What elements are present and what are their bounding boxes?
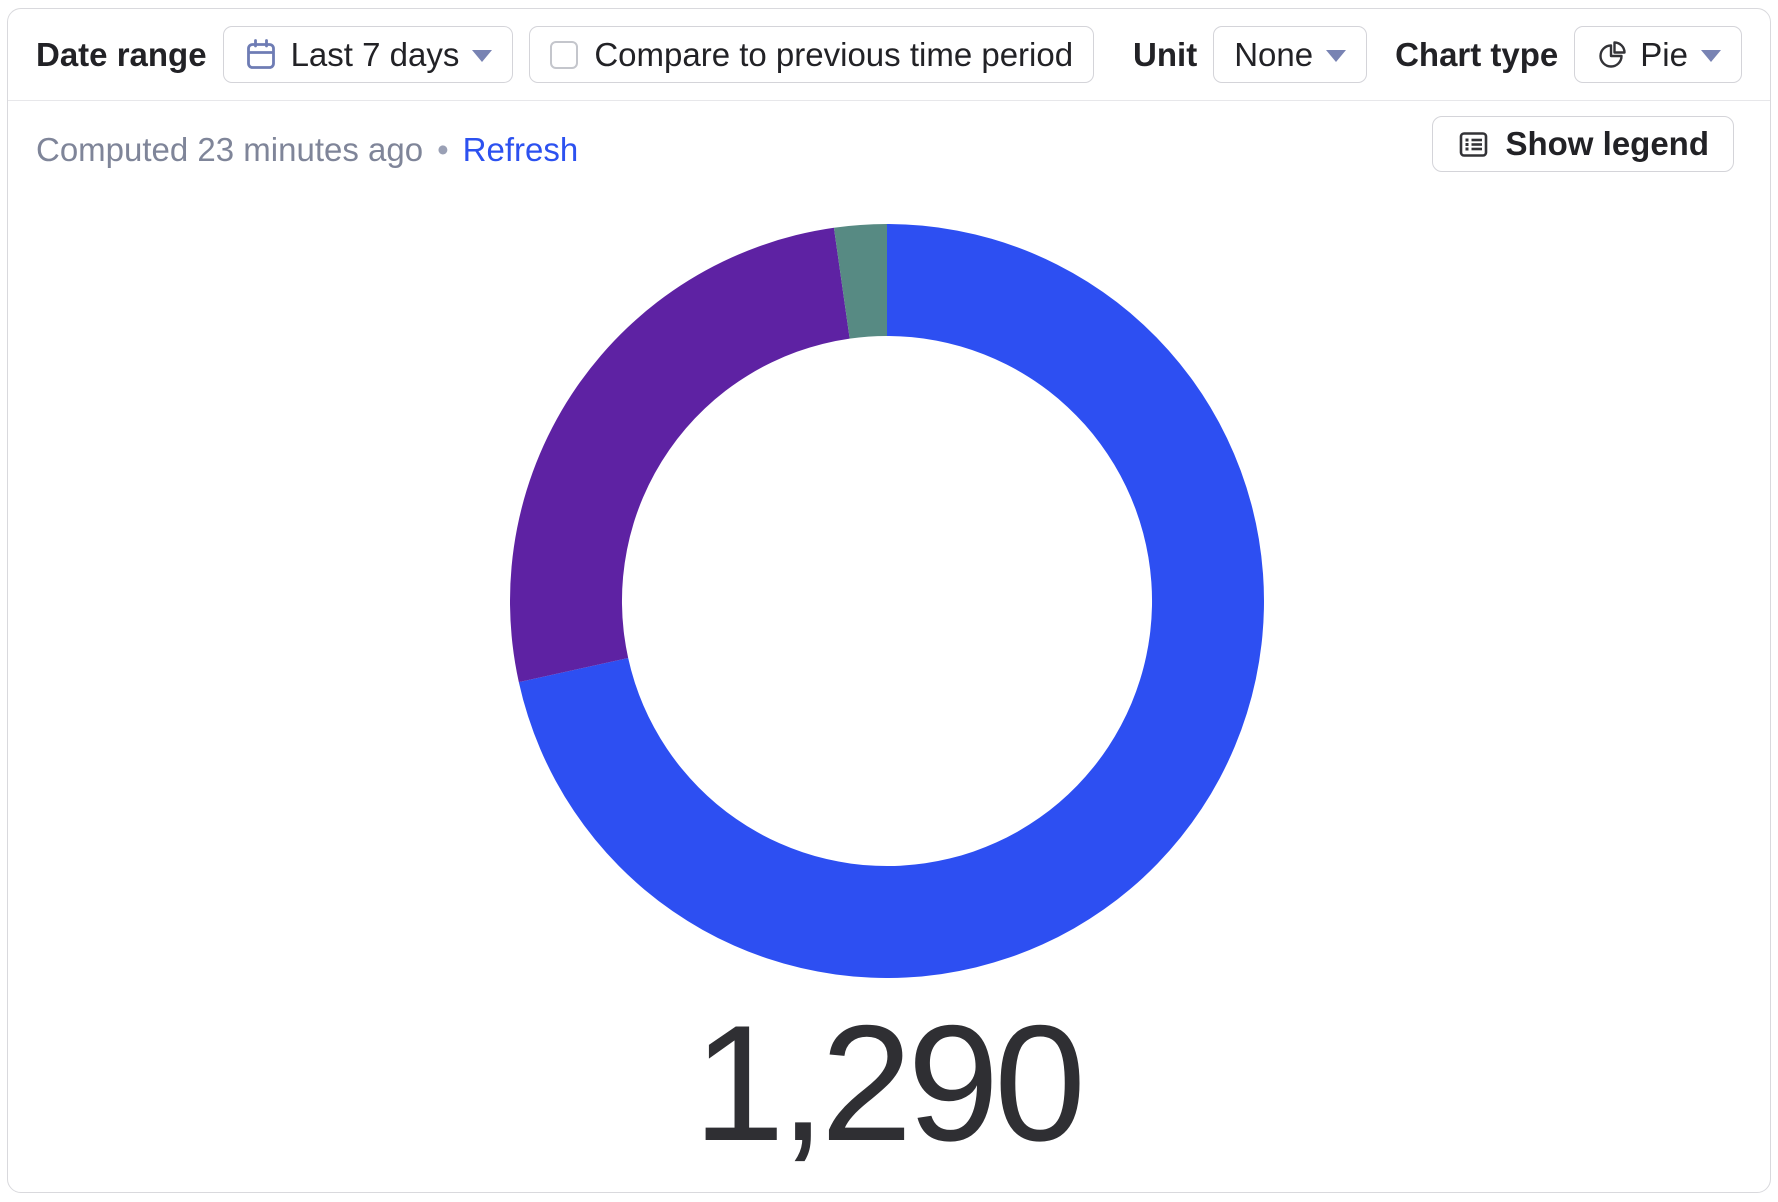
unit-value: None	[1234, 35, 1314, 73]
pie-chart-icon	[1599, 40, 1626, 68]
date-range-label: Date range	[36, 35, 207, 73]
dot-separator: •	[437, 131, 449, 168]
status-row: Computed 23 minutes ago • Refresh Show l…	[8, 101, 1770, 193]
unit-select[interactable]: None	[1213, 26, 1368, 83]
chart-type-value: Pie	[1640, 35, 1688, 73]
calendar-icon	[246, 38, 275, 69]
compare-toggle[interactable]: Compare to previous time period	[529, 26, 1095, 83]
chart-type-label: Chart type	[1395, 35, 1559, 73]
donut-segment-2[interactable]	[510, 227, 850, 683]
show-legend-label: Show legend	[1505, 125, 1709, 162]
chart-toolbar: Date range Last 7 days Compare to previo…	[8, 9, 1770, 101]
compare-label: Compare to previous time period	[594, 35, 1074, 73]
chart-total-value: 1,290	[693, 991, 1086, 1175]
insight-card: Date range Last 7 days Compare to previo…	[7, 8, 1771, 1193]
computed-text: Computed 23 minutes ago	[36, 131, 424, 168]
computed-status: Computed 23 minutes ago • Refresh	[36, 131, 578, 169]
date-range-value: Last 7 days	[290, 35, 460, 73]
compare-checkbox[interactable]	[550, 40, 579, 69]
donut-segment-3[interactable]	[833, 224, 887, 339]
show-legend-button[interactable]: Show legend	[1432, 116, 1734, 172]
donut-chart-svg	[510, 224, 1264, 978]
donut-segment-1[interactable]	[518, 224, 1264, 978]
date-range-select[interactable]: Last 7 days	[222, 26, 514, 83]
unit-label: Unit	[1133, 35, 1198, 73]
chevron-down-icon	[1701, 50, 1721, 62]
chart-type-select[interactable]: Pie	[1574, 26, 1742, 83]
chevron-down-icon	[472, 50, 493, 62]
legend-icon	[1460, 131, 1488, 157]
donut-chart	[510, 224, 1264, 978]
chevron-down-icon	[1326, 50, 1347, 62]
refresh-link[interactable]: Refresh	[462, 131, 579, 168]
